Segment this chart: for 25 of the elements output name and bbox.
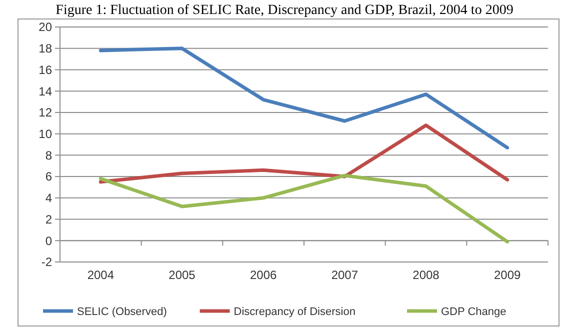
x-tick-label: 2007	[331, 268, 358, 282]
x-tick-label: 2006	[250, 268, 278, 282]
y-tick-label: 6	[45, 170, 52, 184]
x-tick-label: 2008	[412, 268, 440, 282]
legend-label: SELIC (Observed)	[77, 306, 167, 318]
y-tick-label: 0	[45, 234, 52, 248]
y-tick-label: 20	[38, 20, 52, 34]
y-tick-label: 12	[38, 106, 52, 120]
y-tick-label: 14	[38, 84, 52, 98]
x-tick-label: 2004	[87, 268, 114, 282]
line-series	[98, 46, 510, 150]
x-tick-label: 2009	[494, 268, 522, 282]
y-tick-label: 8	[45, 148, 52, 162]
legend-label: GDP Change	[441, 306, 506, 318]
legend-label: Discrepancy of Disersion	[234, 306, 356, 318]
y-tick-label: 16	[38, 62, 52, 77]
y-tick-label: 10	[38, 127, 52, 142]
line-series	[98, 124, 510, 184]
line-series	[98, 174, 510, 244]
y-tick-label: -2	[41, 255, 52, 270]
chart-title: Figure 1: Fluctuation of SELIC Rate, Discrepancy and GDP, Brazil, 2004 to 2009	[56, 3, 514, 18]
y-tick-label: 2	[45, 212, 52, 226]
y-tick-label: 4	[45, 191, 52, 206]
x-tick-label: 2005	[168, 268, 196, 282]
y-tick-label: 18	[38, 42, 52, 56]
